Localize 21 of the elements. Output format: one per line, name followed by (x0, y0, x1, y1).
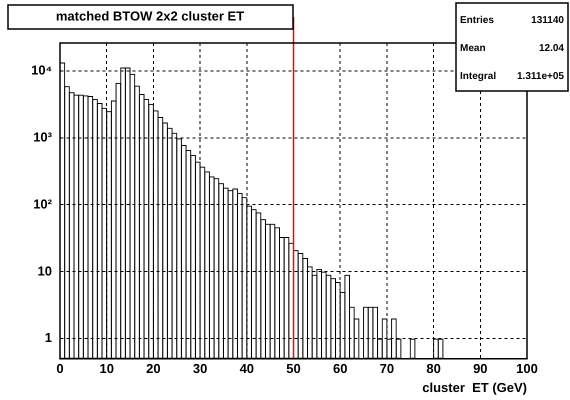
y-tick-label: 10² (33, 196, 53, 212)
x-tick-label: 60 (332, 361, 348, 376)
y-tick-label: 10 (38, 263, 52, 278)
x-tick-label: 10 (99, 361, 114, 376)
x-tick-label: 80 (426, 361, 441, 376)
chart-title: matched BTOW 2x2 cluster ET (56, 8, 244, 24)
x-tick-label: 70 (380, 361, 394, 376)
x-tick-label: 90 (473, 361, 488, 376)
x-tick-label: 40 (240, 361, 254, 376)
x-tick-label: 30 (192, 361, 208, 376)
x-tick-label: 50 (286, 361, 301, 376)
y-tick-label: 1 (44, 330, 52, 346)
y-tick-label: 10⁴ (31, 62, 52, 78)
y-tick-label: 10³ (33, 129, 53, 144)
x-tick-label: 20 (146, 361, 161, 376)
text: Mean 12.04 (460, 42, 564, 54)
text: Integral 1.311e+05 (460, 70, 564, 82)
text: Entries 131140 (460, 14, 564, 26)
x-axis-title: cluster ET (GeV) (422, 380, 527, 395)
x-tick-label: 0 (56, 361, 64, 376)
x-tick-label: 100 (516, 361, 538, 376)
